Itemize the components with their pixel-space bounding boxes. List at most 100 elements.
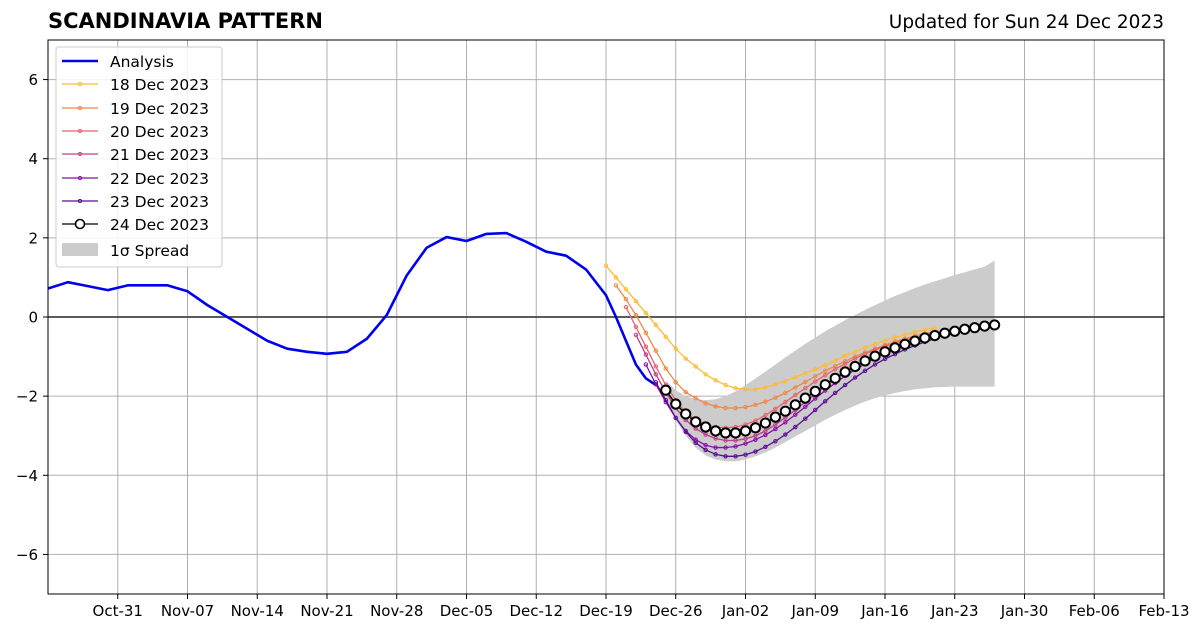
forecast-point bbox=[693, 395, 698, 401]
forecast-point bbox=[723, 382, 728, 388]
legend-box bbox=[55, 46, 223, 268]
current-forecast-point bbox=[660, 384, 672, 396]
current-forecast-point bbox=[819, 379, 831, 391]
forecast-point bbox=[633, 298, 639, 304]
current-forecast-point bbox=[959, 323, 971, 335]
y-tick-label: 6 bbox=[28, 71, 38, 89]
current-forecast-point bbox=[680, 408, 692, 420]
legend-marker-18-dec bbox=[77, 81, 83, 87]
forecast-point bbox=[832, 367, 838, 372]
forecast-point bbox=[773, 422, 778, 427]
forecast-point bbox=[723, 438, 728, 443]
forecast-point bbox=[753, 402, 758, 408]
legend-marker-20-dec bbox=[77, 128, 83, 134]
forecast-point bbox=[783, 432, 788, 437]
current-forecast-point bbox=[869, 350, 881, 362]
forecast-point bbox=[753, 437, 758, 442]
forecast-point bbox=[763, 399, 768, 404]
legend-marker-23-dec bbox=[77, 198, 83, 204]
forecast-series-18-dec-2023 bbox=[603, 263, 938, 392]
forecast-point bbox=[713, 436, 718, 441]
forecast-point bbox=[693, 440, 698, 446]
x-tick-label: Nov-21 bbox=[300, 602, 353, 620]
forecast-point bbox=[623, 296, 629, 302]
forecast-point bbox=[733, 405, 738, 411]
legend-label-21-dec: 21 Dec 2023 bbox=[110, 146, 209, 164]
forecast-point bbox=[783, 420, 788, 425]
spread-band bbox=[665, 260, 995, 462]
forecast-point bbox=[813, 407, 818, 413]
forecast-point bbox=[743, 441, 748, 446]
current-forecast-point bbox=[989, 319, 1001, 331]
forecast-point bbox=[793, 374, 798, 380]
legend-label-18-dec: 18 Dec 2023 bbox=[110, 76, 209, 94]
current-forecast-point bbox=[979, 320, 991, 332]
x-tick-label: Jan-09 bbox=[790, 602, 839, 620]
current-forecast-point bbox=[809, 385, 821, 397]
current-forecast-point bbox=[769, 411, 781, 423]
current-forecast-point bbox=[929, 329, 941, 342]
forecast-point bbox=[663, 366, 668, 371]
forecast-point bbox=[852, 349, 858, 355]
analysis-line bbox=[47, 231, 657, 387]
current-forecast-point bbox=[879, 346, 891, 358]
y-tick-label: 4 bbox=[28, 150, 38, 168]
series-layer bbox=[47, 231, 1001, 459]
forecast-point bbox=[763, 412, 768, 418]
current-forecast-point bbox=[749, 422, 762, 434]
y-axis: −6 −4 −2 0 2 4 6 bbox=[16, 71, 48, 564]
forecast-point bbox=[643, 330, 649, 336]
forecast-point bbox=[773, 439, 778, 444]
x-tick-label: Nov-28 bbox=[370, 602, 423, 620]
forecast-point bbox=[743, 387, 748, 392]
forecast-point bbox=[733, 438, 738, 443]
x-tick-label: Dec-05 bbox=[440, 602, 494, 620]
forecast-point bbox=[832, 358, 838, 363]
forecast-point bbox=[713, 452, 718, 457]
forecast-point bbox=[773, 406, 778, 412]
forecast-point bbox=[733, 454, 738, 459]
forecast-point bbox=[803, 416, 808, 421]
forecast-point bbox=[743, 405, 748, 410]
x-tick-label: Jan-30 bbox=[1000, 602, 1049, 620]
forecast-point bbox=[743, 452, 748, 457]
current-forecast-point bbox=[909, 335, 921, 347]
spread-band-layer bbox=[665, 260, 995, 462]
legend-marker-19-dec bbox=[77, 105, 83, 111]
legend-marker-22-dec bbox=[77, 175, 83, 181]
current-forecast-point bbox=[759, 417, 772, 429]
forecast-point bbox=[643, 344, 649, 349]
forecast-point bbox=[832, 390, 838, 396]
forecast-point bbox=[872, 341, 878, 347]
forecast-point bbox=[793, 424, 798, 430]
forecast-point bbox=[643, 362, 649, 367]
current-forecast-point bbox=[799, 392, 811, 404]
legend-item-24-dec: 24 Dec 2023 bbox=[62, 216, 209, 234]
legend-label-spread: 1σ Spread bbox=[110, 242, 189, 260]
forecast-point bbox=[673, 346, 678, 351]
forecast-point bbox=[823, 372, 828, 378]
current-forecast-point bbox=[670, 398, 682, 410]
forecast-point bbox=[633, 324, 639, 330]
legend: Analysis 18 Dec 2023 19 Dec 2023 20 Dec … bbox=[55, 46, 223, 268]
forecast-point bbox=[813, 367, 818, 372]
legend-label-analysis: Analysis bbox=[110, 53, 174, 71]
forecast-point bbox=[813, 374, 818, 379]
forecast-point bbox=[872, 362, 878, 367]
x-tick-label: Nov-14 bbox=[231, 602, 284, 620]
legend-label-24-dec: 24 Dec 2023 bbox=[110, 216, 209, 234]
forecast-point bbox=[783, 378, 788, 384]
forecast-point bbox=[673, 380, 678, 385]
x-tick-label: Dec-26 bbox=[649, 602, 703, 620]
x-tick-label: Nov-07 bbox=[161, 602, 214, 620]
forecast-point bbox=[713, 378, 718, 383]
forecast-point bbox=[733, 444, 738, 449]
x-tick-label: Dec-19 bbox=[579, 602, 633, 620]
forecast-point bbox=[713, 445, 718, 450]
y-tick-label: −2 bbox=[16, 388, 38, 406]
legend-swatch-spread bbox=[62, 243, 98, 256]
forecast-point bbox=[683, 356, 688, 361]
forecast-point bbox=[723, 405, 728, 411]
forecast-point bbox=[852, 375, 858, 380]
forecast-point bbox=[803, 379, 808, 385]
